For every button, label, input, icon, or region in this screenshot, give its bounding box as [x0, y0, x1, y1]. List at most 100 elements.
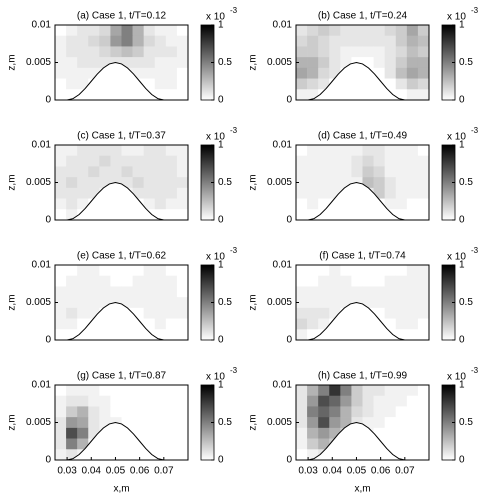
- heat-cell: [296, 78, 308, 90]
- heat-cell: [143, 166, 156, 178]
- heat-cell: [55, 297, 67, 309]
- heat-cell: [143, 177, 156, 189]
- heat-cell: [395, 166, 408, 178]
- y-tick-label: 0: [286, 455, 292, 466]
- heat-cell: [99, 177, 111, 189]
- heat-cell: [373, 265, 385, 277]
- heat-cell: [165, 329, 178, 341]
- heat-cell: [307, 166, 319, 178]
- heat-cell: [99, 395, 111, 407]
- colorbar-tick-label: 1: [218, 260, 224, 271]
- heat-cell: [143, 395, 156, 407]
- colorbar-tick-label: 0: [459, 215, 465, 226]
- heat-cell: [154, 275, 167, 287]
- bed-line: [66, 301, 164, 341]
- heat-cell: [362, 406, 374, 418]
- heat-cell: [154, 166, 167, 178]
- heat-cell: [384, 145, 397, 157]
- heat-cell: [351, 406, 363, 418]
- heat-cell: [417, 145, 430, 157]
- heat-cell: [395, 417, 408, 429]
- colorbar-exponent: -3: [471, 6, 479, 15]
- heat-cell: [165, 166, 178, 178]
- heat-cell: [77, 286, 89, 298]
- heat-cell: [176, 177, 189, 189]
- heat-cell: [176, 449, 189, 461]
- heat-cell: [121, 155, 133, 167]
- x-tick-label: 0.07: [395, 466, 415, 477]
- heat-cell: [88, 46, 100, 58]
- heat-cell: [406, 438, 419, 450]
- heat-cell: [77, 275, 89, 287]
- heat-cell: [296, 166, 308, 178]
- heat-cell: [395, 145, 408, 157]
- heat-cell: [55, 307, 67, 319]
- heat-cell: [395, 307, 408, 319]
- heat-cell: [154, 297, 167, 309]
- heat-cell: [110, 385, 122, 397]
- heat-cell: [99, 166, 111, 178]
- heat-cell: [340, 46, 352, 58]
- heat-cell: [154, 329, 167, 341]
- heat-cell: [110, 35, 122, 47]
- heat-cell: [406, 427, 419, 439]
- heat-cell: [55, 46, 67, 58]
- heat-cell: [66, 187, 78, 199]
- heat-cell: [132, 427, 144, 439]
- heat-cell: [329, 177, 341, 189]
- heat-cell: [121, 57, 133, 69]
- y-axis-label: z,m: [248, 414, 259, 430]
- heat-cell: [55, 25, 67, 37]
- heat-cell: [165, 25, 178, 37]
- heat-cell: [362, 166, 374, 178]
- heat-cell: [296, 209, 308, 221]
- heat-cell: [77, 67, 89, 79]
- heat-cell: [99, 25, 111, 37]
- colorbar-tick-label: 0.5: [459, 417, 473, 428]
- heat-cell: [329, 417, 341, 429]
- heat-cell: [88, 145, 100, 157]
- heat-cell: [307, 406, 319, 418]
- heat-cell: [362, 145, 374, 157]
- heat-cell: [417, 385, 430, 397]
- heat-cell: [55, 318, 67, 330]
- colorbar-tick-label: 1: [459, 380, 465, 391]
- heat-cell: [351, 385, 363, 397]
- heat-cell: [395, 25, 408, 37]
- heat-cell: [296, 395, 308, 407]
- heat-cell: [176, 46, 189, 58]
- x-tick-label: 0.06: [130, 466, 150, 477]
- heat-cell: [417, 166, 430, 178]
- heat-cell: [329, 385, 341, 397]
- heat-cell: [77, 46, 89, 58]
- heat-cell: [296, 35, 308, 47]
- heat-cell: [77, 145, 89, 157]
- heat-cell: [362, 25, 374, 37]
- heat-cell: [373, 275, 385, 287]
- heat-cell: [340, 395, 352, 407]
- heat-cell: [143, 438, 156, 450]
- heat-cell: [132, 67, 144, 79]
- colorbar-scale: x 10: [447, 12, 466, 23]
- heat-cell: [132, 297, 144, 309]
- heat-cell: [154, 187, 167, 199]
- heat-cell: [165, 89, 178, 101]
- heat-cell: [417, 25, 430, 37]
- heat-cell: [406, 25, 419, 37]
- heat-cell: [88, 297, 100, 309]
- heat-cell: [417, 395, 430, 407]
- heat-cell: [154, 46, 167, 58]
- y-tick-label: 0.005: [267, 177, 292, 188]
- bed-fill: [308, 422, 405, 460]
- heat-cell: [318, 275, 330, 287]
- heat-cell: [165, 395, 178, 407]
- heat-cell: [165, 209, 178, 221]
- heat-cell: [77, 265, 89, 277]
- heat-cell: [307, 198, 319, 210]
- heat-cell: [165, 449, 178, 461]
- bed-line: [66, 181, 164, 221]
- heat-cell: [406, 449, 419, 461]
- heat-cell: [132, 275, 144, 287]
- heat-cell: [77, 307, 89, 319]
- heat-cell: [340, 265, 352, 277]
